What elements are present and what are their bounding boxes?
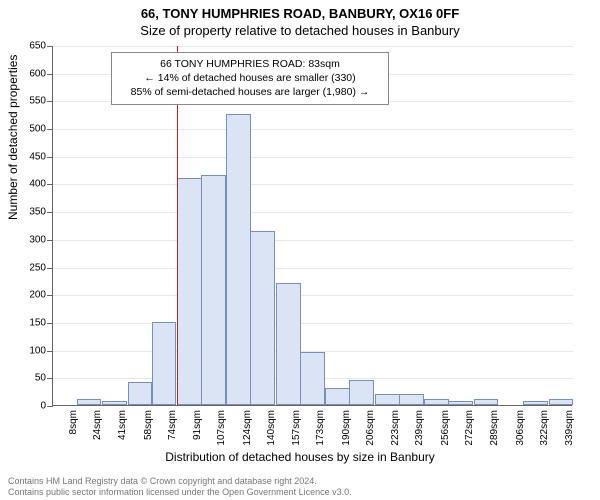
y-tick-label: 650 bbox=[29, 41, 46, 52]
y-tick bbox=[47, 378, 53, 379]
y-tick-label: 300 bbox=[29, 234, 46, 245]
x-tick-label: 289sqm bbox=[489, 410, 500, 446]
x-tick-label: 306sqm bbox=[515, 410, 526, 446]
histogram-bar bbox=[474, 399, 499, 405]
histogram-bar bbox=[448, 401, 473, 405]
y-tick bbox=[47, 406, 53, 407]
gridline bbox=[53, 268, 573, 269]
x-tick-label: 140sqm bbox=[266, 410, 277, 446]
footnote-line-1: Contains HM Land Registry data © Crown c… bbox=[8, 476, 352, 487]
histogram-bar bbox=[399, 394, 424, 405]
footnote: Contains HM Land Registry data © Crown c… bbox=[0, 472, 360, 499]
x-tick-label: 74sqm bbox=[167, 410, 178, 440]
chart-title: 66, TONY HUMPHRIES ROAD, BANBURY, OX16 0… bbox=[0, 0, 600, 21]
y-tick bbox=[47, 295, 53, 296]
gridline bbox=[53, 46, 573, 47]
x-tick-label: 272sqm bbox=[464, 410, 475, 446]
x-tick-label: 173sqm bbox=[315, 410, 326, 446]
x-tick-label: 41sqm bbox=[117, 410, 128, 440]
y-tick-label: 50 bbox=[35, 373, 46, 384]
histogram-bar bbox=[128, 382, 153, 405]
annotation-box: 66 TONY HUMPHRIES ROAD: 83sqm← 14% of de… bbox=[111, 52, 389, 105]
y-tick-label: 200 bbox=[29, 290, 46, 301]
y-tick bbox=[47, 240, 53, 241]
histogram-bar bbox=[102, 401, 127, 405]
annotation-line-3: 85% of semi-detached houses are larger (… bbox=[120, 85, 380, 99]
x-tick-label: 24sqm bbox=[92, 410, 103, 440]
y-tick-label: 100 bbox=[29, 345, 46, 356]
y-tick-label: 400 bbox=[29, 179, 46, 190]
gridline bbox=[53, 295, 573, 296]
x-tick-label: 58sqm bbox=[143, 410, 154, 440]
histogram-bar bbox=[549, 399, 574, 405]
y-axis-label: Number of detached properties bbox=[6, 55, 20, 220]
y-tick-label: 450 bbox=[29, 151, 46, 162]
histogram-bar bbox=[152, 322, 177, 405]
y-tick bbox=[47, 46, 53, 47]
plot-area: 0501001502002503003504004505005506006508… bbox=[52, 46, 572, 406]
x-tick-label: 256sqm bbox=[440, 410, 451, 446]
gridline bbox=[53, 184, 573, 185]
histogram-bar bbox=[77, 399, 102, 405]
y-tick-label: 500 bbox=[29, 124, 46, 135]
y-tick-label: 250 bbox=[29, 262, 46, 273]
histogram-bar bbox=[300, 352, 325, 405]
x-tick-label: 190sqm bbox=[341, 410, 352, 446]
x-tick-label: 157sqm bbox=[291, 410, 302, 446]
y-tick bbox=[47, 323, 53, 324]
histogram-bar bbox=[375, 394, 400, 405]
histogram-bar bbox=[177, 178, 202, 405]
histogram-bar bbox=[201, 175, 226, 405]
annotation-line-1: 66 TONY HUMPHRIES ROAD: 83sqm bbox=[120, 57, 380, 71]
y-tick bbox=[47, 74, 53, 75]
x-tick-label: 107sqm bbox=[216, 410, 227, 446]
histogram-bar bbox=[523, 401, 548, 405]
y-tick-label: 150 bbox=[29, 317, 46, 328]
gridline bbox=[53, 212, 573, 213]
footnote-line-2: Contains public sector information licen… bbox=[8, 487, 352, 498]
y-tick-label: 600 bbox=[29, 68, 46, 79]
gridline bbox=[53, 157, 573, 158]
x-tick-label: 91sqm bbox=[192, 410, 203, 440]
gridline bbox=[53, 323, 573, 324]
histogram-bar bbox=[276, 283, 301, 405]
y-tick bbox=[47, 351, 53, 352]
y-tick bbox=[47, 184, 53, 185]
x-tick-label: 322sqm bbox=[539, 410, 550, 446]
histogram-bar bbox=[226, 114, 251, 405]
x-tick-label: 223sqm bbox=[390, 410, 401, 446]
x-tick-label: 206sqm bbox=[365, 410, 376, 446]
chart-subtitle: Size of property relative to detached ho… bbox=[0, 21, 600, 38]
y-tick bbox=[47, 268, 53, 269]
histogram-bar bbox=[250, 231, 275, 405]
gridline bbox=[53, 129, 573, 130]
x-tick-label: 8sqm bbox=[68, 410, 79, 434]
histogram-bar bbox=[349, 380, 374, 405]
y-tick bbox=[47, 129, 53, 130]
y-tick bbox=[47, 212, 53, 213]
histogram-bar bbox=[424, 399, 449, 405]
x-axis-label: Distribution of detached houses by size … bbox=[0, 450, 600, 464]
y-tick bbox=[47, 101, 53, 102]
gridline bbox=[53, 240, 573, 241]
y-tick-label: 0 bbox=[40, 401, 46, 412]
y-tick bbox=[47, 157, 53, 158]
histogram-bar bbox=[325, 388, 350, 405]
chart-area: 0501001502002503003504004505005506006508… bbox=[52, 46, 572, 406]
y-tick-label: 550 bbox=[29, 96, 46, 107]
annotation-line-2: ← 14% of detached houses are smaller (33… bbox=[120, 71, 380, 85]
x-tick-label: 239sqm bbox=[414, 410, 425, 446]
y-tick-label: 350 bbox=[29, 207, 46, 218]
x-tick-label: 124sqm bbox=[242, 410, 253, 446]
x-tick-label: 339sqm bbox=[564, 410, 575, 446]
